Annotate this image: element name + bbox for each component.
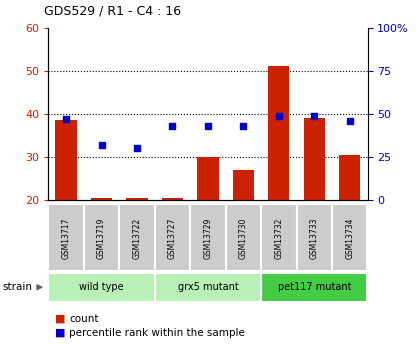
Text: GSM13729: GSM13729 <box>203 218 213 259</box>
Text: GSM13722: GSM13722 <box>132 218 142 259</box>
Point <box>169 123 176 129</box>
Text: GSM13732: GSM13732 <box>274 218 284 259</box>
Bar <box>84 204 119 271</box>
Text: grx5 mutant: grx5 mutant <box>178 282 238 292</box>
Text: GSM13717: GSM13717 <box>62 218 71 259</box>
Point <box>346 118 353 124</box>
Bar <box>119 204 155 271</box>
Bar <box>155 273 261 302</box>
Point <box>134 146 140 151</box>
Text: GSM13733: GSM13733 <box>310 218 319 259</box>
Bar <box>48 273 155 302</box>
Bar <box>91 198 112 200</box>
Bar <box>339 155 360 200</box>
Bar <box>197 157 218 200</box>
Bar <box>233 170 254 200</box>
Bar <box>55 120 77 200</box>
Bar <box>126 198 147 200</box>
Bar <box>261 204 297 271</box>
Text: percentile rank within the sample: percentile rank within the sample <box>69 328 245 338</box>
Text: count: count <box>69 314 99 324</box>
Bar <box>190 204 226 271</box>
Point <box>311 113 318 118</box>
Bar <box>297 204 332 271</box>
Point <box>276 113 282 118</box>
Bar <box>261 273 368 302</box>
Bar <box>332 204 368 271</box>
Bar <box>48 204 84 271</box>
Bar <box>304 118 325 200</box>
Text: pet117 mutant: pet117 mutant <box>278 282 351 292</box>
Bar <box>226 204 261 271</box>
Bar <box>268 66 289 200</box>
Point <box>205 123 211 129</box>
Text: GSM13719: GSM13719 <box>97 218 106 259</box>
Text: GSM13727: GSM13727 <box>168 218 177 259</box>
Text: GSM13730: GSM13730 <box>239 218 248 259</box>
Text: ■: ■ <box>55 314 65 324</box>
Point <box>98 142 105 148</box>
Point <box>63 116 69 122</box>
Bar <box>162 198 183 200</box>
Text: GSM13734: GSM13734 <box>345 218 354 259</box>
Point <box>240 123 247 129</box>
Bar <box>155 204 190 271</box>
Text: wild type: wild type <box>79 282 124 292</box>
Text: ■: ■ <box>55 328 65 338</box>
Text: GDS529 / R1 - C4 : 16: GDS529 / R1 - C4 : 16 <box>44 4 181 17</box>
Text: strain: strain <box>2 282 32 292</box>
